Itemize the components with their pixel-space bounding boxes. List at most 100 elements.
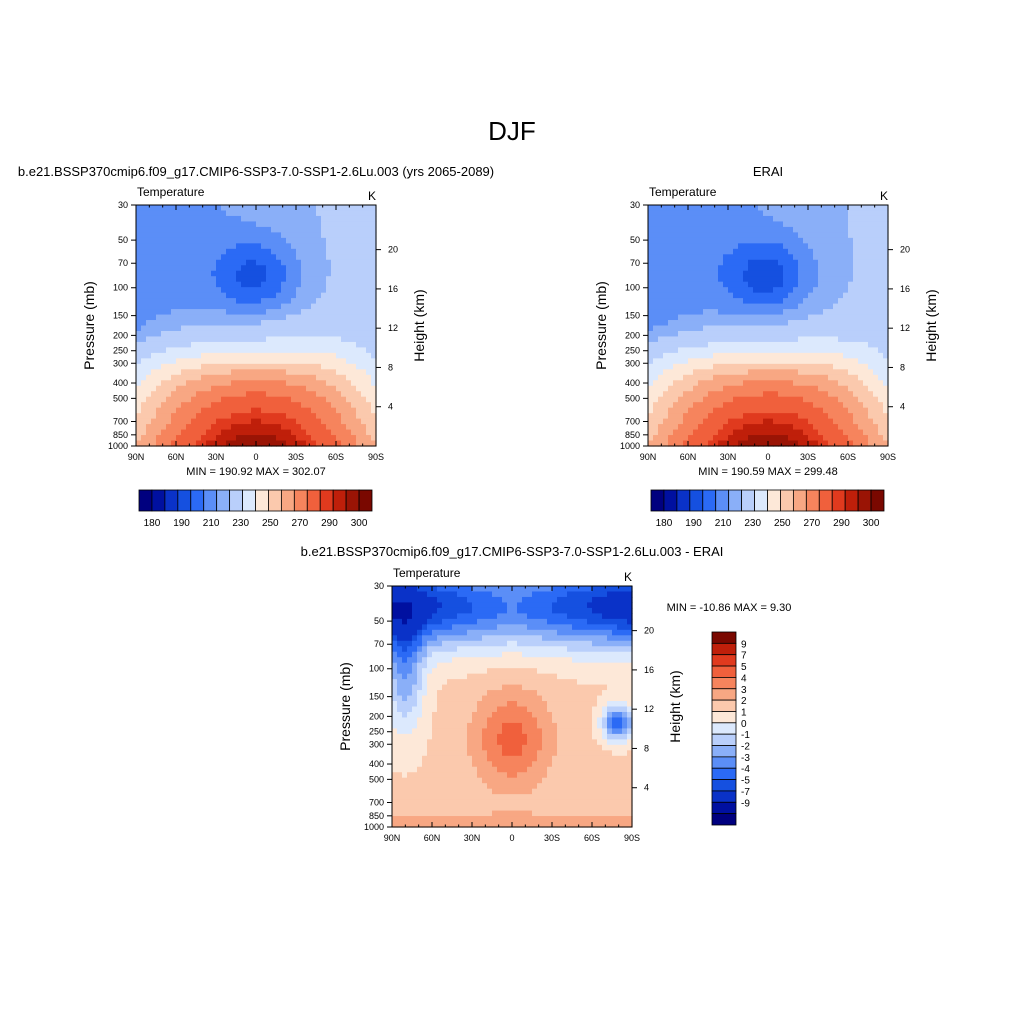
field-cell (361, 314, 367, 321)
field-cell (688, 215, 694, 223)
field-cell (853, 205, 859, 212)
field-cell (688, 309, 694, 316)
field-cell (432, 805, 438, 812)
field-cell (863, 226, 869, 233)
field-cell (778, 380, 784, 387)
field-cell (231, 341, 237, 349)
field-cell (858, 358, 864, 365)
field-cell (758, 303, 764, 310)
field-cell (146, 237, 152, 244)
field-cell (216, 440, 222, 447)
field-cell (848, 314, 854, 321)
field-cell (402, 788, 408, 795)
field-cell (873, 413, 879, 420)
field-cell (366, 248, 372, 255)
field-cell (216, 292, 222, 299)
field-cell (703, 303, 709, 310)
field-cell (718, 292, 724, 299)
field-cell (156, 391, 162, 398)
field-cell (437, 810, 443, 817)
field-cell (823, 226, 829, 233)
field-cell (798, 243, 804, 250)
field-cell (698, 418, 704, 425)
field-cell (823, 429, 829, 436)
field-cell (768, 287, 774, 294)
field-cell (336, 254, 342, 261)
field-cell (878, 287, 884, 294)
field-cell (733, 237, 739, 244)
field-cell (823, 298, 829, 305)
field-cell (286, 440, 292, 447)
field-cell (648, 309, 654, 316)
field-cell (688, 243, 694, 250)
field-cell (683, 259, 689, 266)
field-cell (356, 248, 362, 255)
field-cell (683, 330, 689, 338)
field-cell (331, 226, 337, 233)
field-cell (813, 210, 819, 217)
field-cell (402, 711, 408, 719)
field-cell (447, 711, 453, 719)
field-cell (201, 232, 207, 239)
field-cell (316, 243, 322, 250)
field-cell (211, 391, 217, 398)
field-cell (166, 330, 172, 338)
field-cell (723, 205, 729, 212)
field-cell (768, 259, 774, 266)
field-cell (783, 270, 789, 277)
field-cell (753, 237, 759, 244)
field-cell (668, 248, 674, 255)
field-cell (783, 380, 789, 387)
field-cell (146, 396, 152, 403)
field-cell (326, 358, 332, 365)
field-cell (336, 369, 342, 376)
field-cell (341, 418, 347, 425)
field-cell (763, 303, 769, 310)
field-cell (251, 259, 257, 266)
field-cell (713, 424, 719, 431)
field-cell (703, 341, 709, 349)
field-cell (326, 369, 332, 376)
field-cell (402, 772, 408, 779)
field-cell (703, 314, 709, 321)
field-cell (311, 325, 317, 332)
field-cell (236, 363, 242, 370)
field-cell (788, 215, 794, 223)
field-cell (763, 440, 769, 447)
field-cell (196, 248, 202, 255)
field-cell (301, 259, 307, 266)
field-cell (823, 303, 829, 310)
field-cell (246, 287, 252, 294)
field-cell (316, 221, 322, 228)
field-cell (773, 369, 779, 376)
field-cell (753, 303, 759, 310)
field-cell (261, 254, 267, 261)
field-cell (708, 221, 714, 228)
field-cell (723, 210, 729, 217)
field-cell (432, 629, 438, 636)
field-cell (803, 352, 809, 359)
field-cell (798, 396, 804, 403)
field-cell (371, 352, 377, 359)
field-cell (663, 374, 669, 381)
field-cell (703, 243, 709, 250)
field-cell (673, 210, 679, 217)
field-cell (216, 259, 222, 266)
field-cell (291, 336, 297, 343)
field-cell (392, 607, 398, 614)
field-cell (763, 424, 769, 431)
field-cell (758, 281, 764, 288)
field-cell (241, 336, 247, 343)
field-cell (151, 298, 157, 305)
field-cell (316, 440, 322, 447)
field-cell (748, 215, 754, 223)
field-cell (743, 358, 749, 365)
field-cell (683, 347, 689, 354)
field-cell (728, 292, 734, 299)
field-cell (296, 424, 302, 431)
field-cell (833, 385, 839, 392)
field-cell (236, 276, 242, 283)
field-cell (868, 325, 874, 332)
field-cell (863, 298, 869, 305)
